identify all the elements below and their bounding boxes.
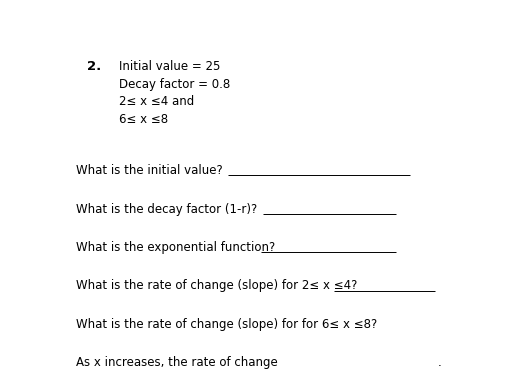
Text: What is the rate of change (slope) for 2≤ x ≤4?: What is the rate of change (slope) for 2… (75, 279, 364, 292)
Text: As x increases, the rate of change: As x increases, the rate of change (75, 356, 285, 369)
Text: What is the initial value?: What is the initial value? (75, 164, 230, 177)
Text: What is the decay factor (1-r)?: What is the decay factor (1-r)? (75, 202, 264, 215)
Text: Initial value = 25: Initial value = 25 (119, 60, 220, 73)
Text: 6≤ x ≤8: 6≤ x ≤8 (119, 113, 168, 126)
Text: What is the exponential function?: What is the exponential function? (75, 241, 282, 254)
Text: Decay factor = 0.8: Decay factor = 0.8 (119, 78, 230, 91)
Text: 2.: 2. (88, 60, 101, 73)
Text: .: . (436, 356, 440, 369)
Text: What is the rate of change (slope) for for 6≤ x ≤8?: What is the rate of change (slope) for f… (75, 318, 384, 331)
Text: 2≤ x ≤4 and: 2≤ x ≤4 and (119, 95, 194, 108)
